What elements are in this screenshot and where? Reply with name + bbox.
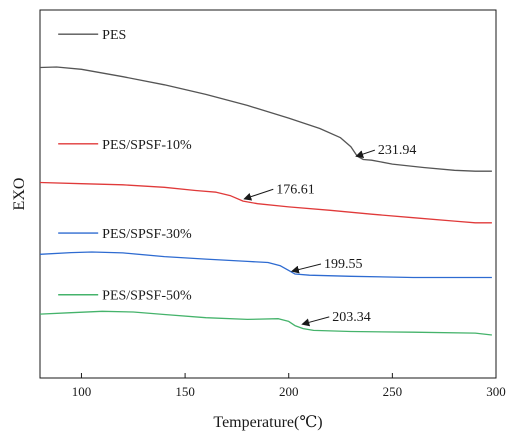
annotations: 231.94 176.61 199.55 203.34 (243, 143, 417, 327)
x-tick-label: 300 (486, 384, 506, 399)
x-tick-label: 200 (279, 384, 299, 399)
annotation-arrow-0 (355, 149, 376, 158)
plot-frame (39, 9, 497, 379)
annotation-arrow-1 (243, 188, 274, 201)
series-label-2: PES/SPSF-30% (102, 227, 192, 242)
y-axis-label: EXO (11, 178, 28, 211)
series-line-0 (39, 66, 492, 172)
x-axis-label: Temperature(℃) (213, 414, 322, 431)
series-line-3 (39, 310, 492, 336)
series-line-1 (39, 181, 492, 224)
annotation-arrow-2 (290, 263, 322, 274)
x-tick-label: 100 (72, 384, 92, 399)
annotation-label-1: 176.61 (276, 182, 315, 197)
x-axis-ticks: 100 150 200 250 300 (72, 373, 506, 399)
x-tick-label: 150 (175, 384, 195, 399)
annotation-label-2: 199.55 (324, 257, 363, 272)
annotation-label-0: 231.94 (378, 143, 417, 158)
annotation-arrow-3 (301, 316, 330, 327)
series-line-2 (39, 251, 492, 279)
series-layer (39, 66, 492, 336)
series-label-0: PES (102, 28, 126, 43)
series-label-3: PES/SPSF-50% (102, 289, 192, 304)
series-labels: PES PES/SPSF-10% PES/SPSF-30% PES/SPSF-50% (58, 28, 192, 304)
series-label-1: PES/SPSF-10% (102, 138, 192, 153)
x-tick-label: 250 (383, 384, 403, 399)
annotation-label-3: 203.34 (332, 310, 371, 325)
